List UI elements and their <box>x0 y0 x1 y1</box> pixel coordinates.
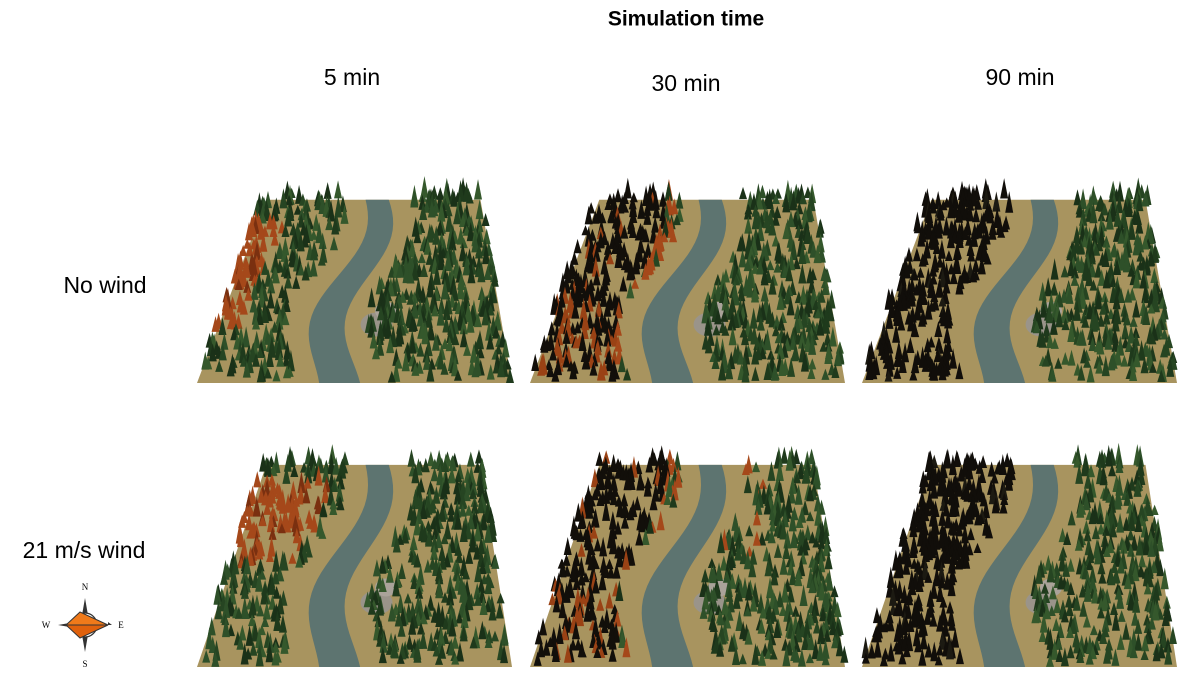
terrain-panel <box>862 178 1177 383</box>
tree <box>665 182 673 201</box>
column-label: 5 min <box>324 64 380 90</box>
terrain-panel <box>197 444 512 667</box>
figure-title: Simulation time <box>608 8 764 31</box>
tree <box>564 537 572 555</box>
compass-east: E <box>118 620 124 630</box>
row-label: 21 m/s wind <box>23 537 146 563</box>
terrain-panel <box>530 445 848 667</box>
figure: Simulation time 5 min 30 min 90 min No w… <box>0 0 1194 680</box>
tree <box>334 180 342 198</box>
tree <box>253 471 261 487</box>
tree <box>324 182 332 199</box>
tree <box>595 451 603 466</box>
column-label: 90 min <box>985 64 1054 90</box>
compass-south: S <box>82 659 87 669</box>
tree <box>474 179 482 199</box>
terrain-panel <box>862 443 1177 667</box>
row-label: No wind <box>63 272 146 298</box>
tree <box>574 239 582 253</box>
compass-west: W <box>42 620 51 630</box>
compass-north: N <box>82 582 89 592</box>
tree <box>407 449 415 467</box>
tree <box>1000 178 1008 198</box>
terrain-panel <box>530 178 845 383</box>
tree <box>410 188 418 208</box>
tree <box>739 187 747 199</box>
compass: N E S W <box>42 582 125 669</box>
column-label: 30 min <box>651 70 720 96</box>
terrain-panel <box>197 176 514 383</box>
tree <box>467 452 475 467</box>
